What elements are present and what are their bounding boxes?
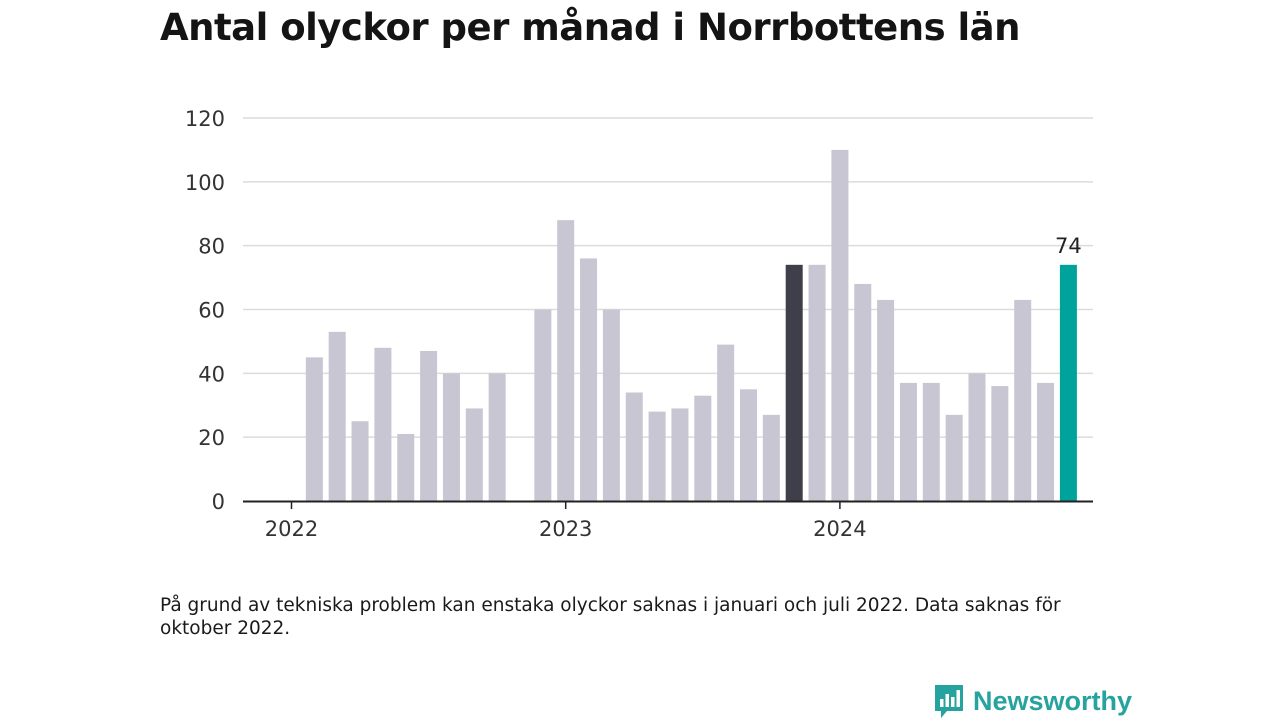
bar <box>328 331 346 501</box>
bar <box>762 414 780 501</box>
footnote: På grund av tekniska problem kan enstaka… <box>160 595 1061 639</box>
bar <box>557 220 575 501</box>
bar <box>968 373 986 501</box>
brand-logo[interactable]: Newsworthy <box>933 683 1132 719</box>
bar <box>831 149 849 501</box>
bar <box>1037 382 1055 501</box>
chart-title: Antal olyckor per månad i Norrbottens lä… <box>160 6 1020 49</box>
bar-value-labels: 74 <box>1055 234 1082 258</box>
y-tick-label: 20 <box>198 426 225 450</box>
bar <box>854 283 872 501</box>
x-tick-label: 2023 <box>539 517 592 541</box>
x-tick-label: 2022 <box>265 517 318 541</box>
bar <box>991 386 1009 501</box>
y-tick-label: 0 <box>212 490 225 514</box>
bar <box>648 411 666 501</box>
bar <box>397 433 415 501</box>
bar <box>580 258 598 501</box>
bar <box>671 408 689 501</box>
bar <box>602 309 620 501</box>
bar <box>740 389 757 501</box>
y-tick-label: 120 <box>185 107 225 131</box>
bars <box>305 149 1077 501</box>
x-axis-ticks: 2022 2023 2024 <box>265 501 867 541</box>
bar <box>1014 299 1032 501</box>
y-tick-label: 100 <box>185 171 225 195</box>
bar <box>420 350 438 501</box>
gridlines <box>243 117 1093 438</box>
bar <box>694 395 712 501</box>
brand-name: Newsworthy <box>973 685 1133 716</box>
y-tick-label: 80 <box>198 235 225 259</box>
bar <box>717 344 735 501</box>
bar <box>899 382 917 501</box>
bar <box>785 264 803 501</box>
bar <box>351 421 369 501</box>
bar <box>305 357 323 501</box>
bar <box>442 373 460 501</box>
y-axis-labels: 0 20 40 60 80 100 120 <box>185 107 225 514</box>
bar <box>488 373 506 501</box>
bar <box>1059 264 1077 501</box>
y-tick-label: 40 <box>198 362 225 386</box>
bar <box>625 392 643 501</box>
bar <box>945 414 963 501</box>
bar-chart: 0 20 40 60 80 100 120 74 2022 2023 2024 <box>185 107 1093 541</box>
bar-value-label: 74 <box>1055 234 1082 258</box>
bar <box>534 309 552 501</box>
y-tick-label: 60 <box>198 299 225 323</box>
bar <box>465 408 483 501</box>
bar <box>922 382 940 501</box>
x-tick-label: 2024 <box>813 517 866 541</box>
newsworthy-logo-icon <box>935 685 963 718</box>
bar <box>808 264 826 501</box>
bar <box>374 347 392 501</box>
bar <box>877 299 895 501</box>
